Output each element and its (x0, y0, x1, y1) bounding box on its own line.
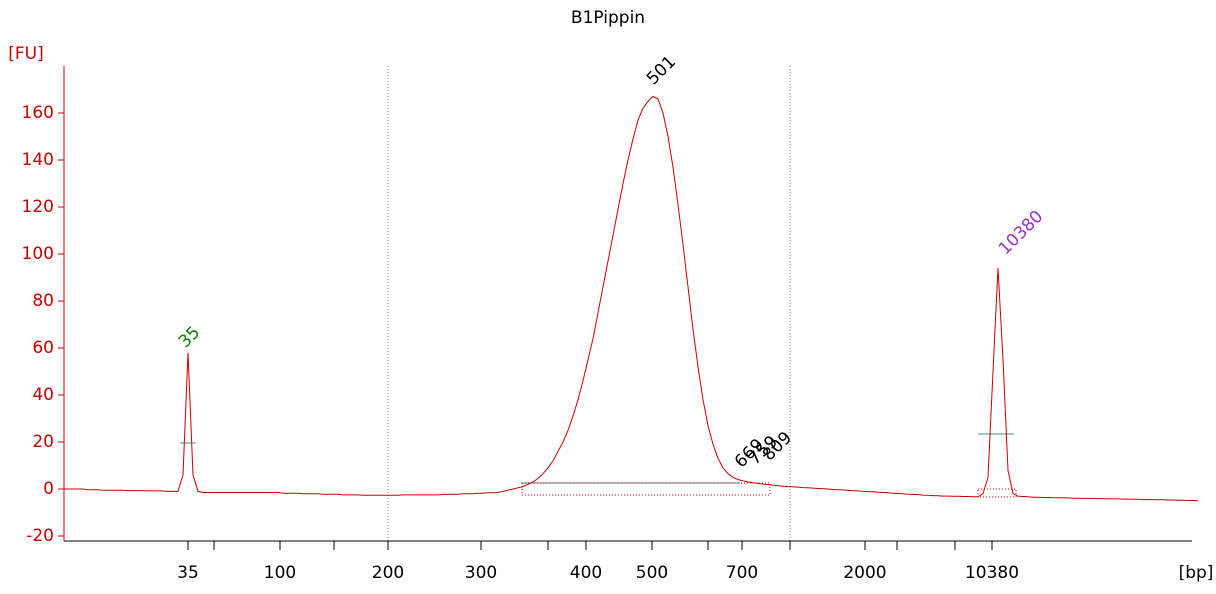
peak-label: 10380 (995, 207, 1047, 259)
region-box (521, 482, 771, 496)
y-tick-label: 20 (32, 432, 54, 452)
x-tick-label: 2000 (843, 563, 886, 583)
x-tick-label: 10380 (965, 563, 1019, 583)
y-tick-label: 100 (22, 244, 54, 264)
x-tick-label: 300 (465, 563, 497, 583)
x-tick-label: 500 (636, 563, 668, 583)
y-tick-label: 60 (32, 338, 54, 358)
region-box (977, 488, 1017, 498)
y-tick-label: 160 (22, 103, 54, 123)
y-axis-label: [FU] (8, 44, 44, 64)
y-tick-label: 120 (22, 197, 54, 217)
y-tick-label: -20 (26, 526, 54, 546)
y-tick-label: 80 (32, 291, 54, 311)
y-tick-label: 140 (22, 150, 54, 170)
trace (63, 95, 1199, 502)
x-axis-label: [bp] (1179, 563, 1214, 583)
x-tick-label: 200 (372, 563, 404, 583)
chart-title: B1Pippin (571, 8, 645, 28)
peak-label: 501 (643, 52, 680, 89)
peak-label: 35 (175, 323, 204, 352)
x-tick-label: 700 (726, 563, 758, 583)
x-tick-label: 100 (264, 563, 296, 583)
x-tick-label: 400 (570, 563, 602, 583)
y-tick-label: 0 (43, 479, 54, 499)
x-tick-label: 35 (177, 563, 199, 583)
y-tick-label: 40 (32, 385, 54, 405)
